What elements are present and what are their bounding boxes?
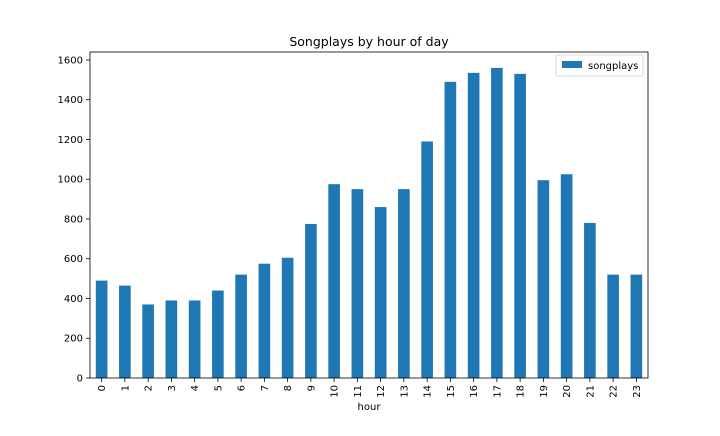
y-tick-label: 1400 <box>58 95 83 106</box>
bar-hour-0 <box>95 280 108 378</box>
x-axis-label: hour <box>358 402 382 413</box>
x-tick-label: 13 <box>399 385 410 398</box>
bar-hour-6 <box>235 274 247 378</box>
bar-hour-14 <box>421 141 433 378</box>
bar-hour-11 <box>351 189 364 378</box>
y-tick-label: 0 <box>77 374 83 385</box>
x-tick-label: 15 <box>446 385 457 398</box>
x-tick-label: 21 <box>585 385 596 398</box>
x-tick-label: 17 <box>492 385 503 398</box>
bar-hour-5 <box>212 290 224 378</box>
x-tick-label: 16 <box>469 385 480 398</box>
x-tick-label: 2 <box>144 385 155 391</box>
bar-hour-19 <box>537 180 550 378</box>
bar-hour-7 <box>258 263 271 378</box>
legend-swatch <box>562 61 582 68</box>
y-tick-label: 200 <box>64 334 83 345</box>
x-tick-label: 22 <box>609 385 620 398</box>
x-tick-label: 6 <box>237 385 248 391</box>
y-tick-label: 1600 <box>58 55 83 66</box>
bars-group <box>95 67 643 379</box>
legend: songplays <box>555 54 644 77</box>
bar-hour-18 <box>514 73 526 379</box>
bar-hour-21 <box>584 222 596 378</box>
bar-hour-22 <box>607 274 619 378</box>
bar-hour-4 <box>188 300 201 378</box>
x-tick-label: 8 <box>283 385 294 391</box>
bar-hour-13 <box>398 189 410 378</box>
bar-hour-8 <box>281 257 294 378</box>
plot-frame <box>89 51 649 379</box>
x-tick-label: 19 <box>539 385 550 398</box>
x-tick-label: 12 <box>376 385 387 398</box>
bar-hour-20 <box>560 174 573 378</box>
x-tick-label: 5 <box>213 385 224 391</box>
y-tick-label: 600 <box>64 254 83 265</box>
bar-hour-12 <box>374 207 387 378</box>
x-tick-label: 10 <box>330 385 341 398</box>
y-tick-label: 1200 <box>58 135 83 146</box>
x-tick-label: 23 <box>632 385 643 398</box>
x-tick-label: 18 <box>516 385 527 398</box>
bar-hour-16 <box>467 72 480 379</box>
bar-hour-17 <box>491 67 503 379</box>
x-tick-label: 4 <box>190 385 201 391</box>
x-tick-label: 14 <box>423 385 434 398</box>
y-tick-label: 800 <box>64 214 83 225</box>
bar-hour-1 <box>119 285 131 378</box>
x-tick-label: 11 <box>353 385 364 398</box>
bar-hour-9 <box>305 223 317 378</box>
x-axis: 0 1 2 3 4 5 6 7 8 9 10 11 12 13 14 15 16 17 18 19 20 21 22 23 <box>97 378 643 398</box>
x-tick-label: 3 <box>167 385 178 391</box>
bar-hour-23 <box>630 274 643 378</box>
y-axis: 0 200 400 600 800 1000 1200 1400 1600 <box>58 55 90 385</box>
y-tick-label: 400 <box>64 294 83 305</box>
bar-hour-15 <box>444 81 457 378</box>
bar-hour-10 <box>328 184 340 378</box>
bar-hour-2 <box>142 304 154 378</box>
x-tick-label: 9 <box>306 385 317 391</box>
chart-title: Songplays by hour of day <box>289 34 449 49</box>
legend-label: songplays <box>588 61 638 72</box>
bar-hour-3 <box>165 300 178 378</box>
x-tick-label: 7 <box>260 385 271 391</box>
x-tick-label: 1 <box>120 385 131 391</box>
x-tick-label: 0 <box>97 385 108 391</box>
x-tick-label: 20 <box>562 385 573 398</box>
legend-frame <box>555 54 644 77</box>
y-tick-label: 1000 <box>58 175 83 186</box>
